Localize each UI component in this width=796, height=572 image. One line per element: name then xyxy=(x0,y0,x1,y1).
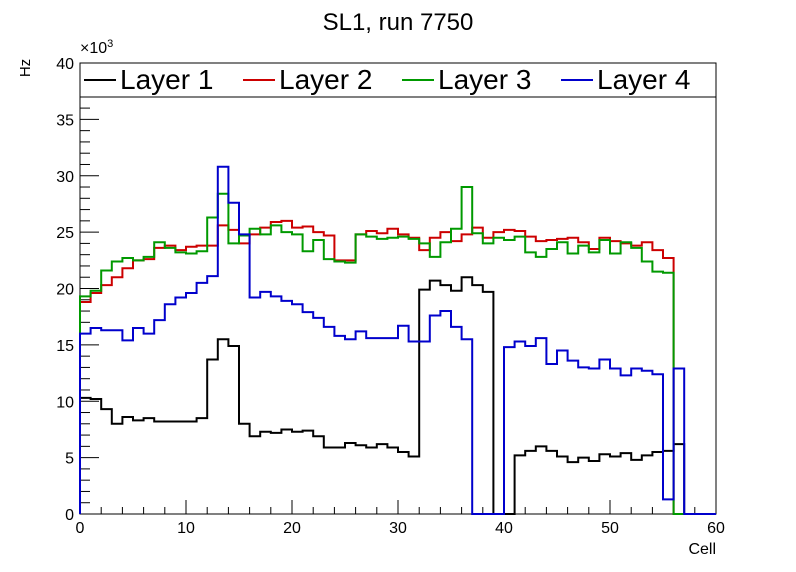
series-line-layer-1 xyxy=(79,276,716,515)
legend-label-layer-4: Layer 4 xyxy=(597,64,690,95)
y-tick-label: 15 xyxy=(56,338,74,355)
x-axis-ticks: 0 10 20 30 40 50 60 xyxy=(76,500,725,537)
plot-frame xyxy=(79,62,717,515)
legend-box xyxy=(79,62,717,98)
x-tick-label: 10 xyxy=(177,520,195,537)
legend-label-layer-1: Layer 1 xyxy=(120,64,213,95)
x-tick-label: 30 xyxy=(389,520,407,537)
series-layer xyxy=(79,165,716,515)
x-tick-label: 20 xyxy=(283,520,301,537)
y-axis-label: Hz xyxy=(17,59,34,77)
legend-label-layer-3: Layer 3 xyxy=(438,64,531,95)
x-tick-label: 60 xyxy=(707,520,725,537)
y-tick-label: 0 xyxy=(65,507,74,524)
y-tick-label: 5 xyxy=(65,451,74,468)
y-tick-label: 35 xyxy=(56,112,74,129)
x-tick-label: 0 xyxy=(76,520,85,537)
x-tick-label: 50 xyxy=(601,520,619,537)
y-tick-label: 30 xyxy=(56,169,74,186)
chart-title: SL1, run 7750 xyxy=(323,9,474,36)
y-axis-ticks: 0 5 10 15 20 25 30 35 40 xyxy=(56,56,99,524)
y-multiplier-label: ×103 xyxy=(80,38,113,57)
series-line-layer-3 xyxy=(79,186,716,515)
y-tick-label: 40 xyxy=(56,56,74,73)
series-line-layer-2 xyxy=(79,219,716,515)
x-axis-label: Cell xyxy=(688,541,716,558)
legend-label-layer-2: Layer 2 xyxy=(279,64,372,95)
series-line-layer-4 xyxy=(79,165,716,515)
y-tick-label: 25 xyxy=(56,225,74,242)
y-tick-label: 20 xyxy=(56,282,74,299)
y-tick-label: 10 xyxy=(56,394,74,411)
y-multiplier-exponent: 3 xyxy=(107,38,113,50)
legend: Layer 1 Layer 2 Layer 3 Layer 4 xyxy=(79,62,717,98)
x-tick-label: 40 xyxy=(495,520,513,537)
